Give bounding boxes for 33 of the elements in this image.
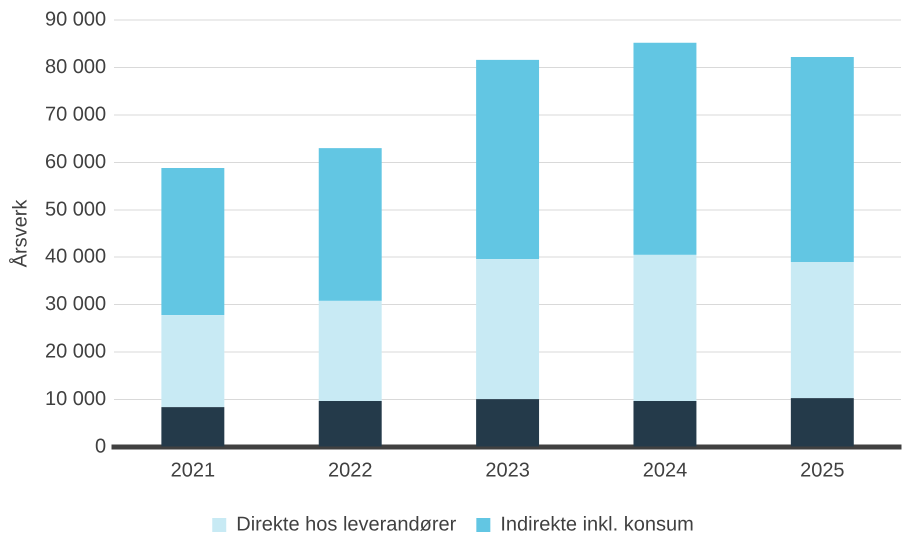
- x-tick-label: 2025: [800, 460, 845, 482]
- bar: [318, 300, 382, 401]
- x-tick-label: 2023: [485, 460, 530, 482]
- bar: [633, 42, 696, 255]
- y-tick-label: 70 000: [45, 103, 106, 126]
- bar: [790, 262, 854, 398]
- bar: [633, 400, 696, 446]
- y-tick-label: 50 000: [45, 198, 106, 220]
- bar: [161, 168, 224, 316]
- y-tick-label: 80 000: [45, 56, 106, 78]
- bar: [161, 315, 224, 408]
- y-tick-label: 0: [95, 436, 106, 458]
- bar: [476, 399, 540, 446]
- y-tick-label: 40 000: [45, 246, 106, 268]
- bar: [476, 259, 540, 400]
- bar: [161, 407, 224, 446]
- x-tick-label: 2022: [328, 460, 372, 482]
- bar: [790, 398, 854, 446]
- y-tick-label: 60 000: [45, 150, 106, 173]
- bar: [790, 57, 854, 262]
- legend-label: Indirekte inkl. konsum: [500, 514, 694, 536]
- y-tick-label: 10 000: [45, 388, 106, 410]
- bar: [318, 400, 382, 446]
- y-axis-title: Årsverk: [8, 198, 32, 268]
- bar: [633, 254, 696, 401]
- x-tick-label: 2024: [642, 460, 688, 482]
- bar: [476, 60, 540, 260]
- x-tick-label: 2021: [170, 460, 216, 482]
- y-tick-label: 30 000: [45, 293, 106, 316]
- y-tick-label: 20 000: [45, 340, 106, 363]
- bar: [318, 148, 382, 301]
- y-tick-label: 90 000: [45, 8, 106, 31]
- legend-label: Direkte hos leverandører: [236, 514, 457, 536]
